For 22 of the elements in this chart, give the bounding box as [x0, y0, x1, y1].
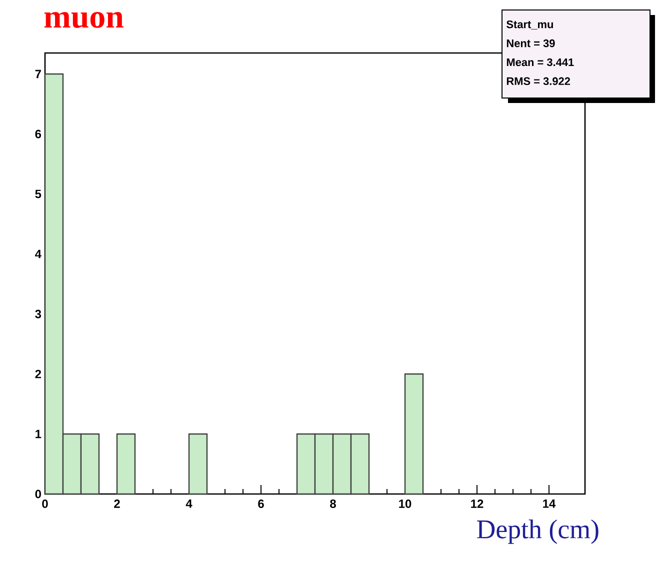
text: Nent = 39	[506, 39, 555, 48]
x-tick-label: 8	[330, 500, 336, 508]
x-tick-label: 6	[258, 500, 264, 508]
y-tick-label: 1	[36, 430, 42, 438]
annotation: Mean = 3.441	[506, 58, 574, 66]
x-tick-label: 4	[186, 500, 192, 508]
chart-title: muon	[44, 12, 124, 28]
y-tick-label: 5	[35, 190, 42, 198]
y-tick-label: 3	[35, 310, 42, 318]
annotation: RMS = 3.922	[506, 77, 570, 86]
x-tick-label: 14	[543, 500, 556, 508]
text: Start_mu	[506, 20, 553, 30]
y-tick-label: 7	[35, 70, 41, 78]
y-tick-label: 2	[35, 370, 42, 378]
x-tick-label: 12	[471, 500, 484, 508]
y-tick-label: 0	[35, 490, 41, 498]
y-tick-label: 4	[35, 250, 42, 258]
y-tick-label: 6	[35, 130, 42, 138]
x-tick-label: 0	[42, 500, 48, 508]
x-tick-label: 10	[399, 500, 412, 508]
x-axis-title: Depth (cm)	[477, 520, 598, 544]
x-tick-label: 2	[114, 500, 120, 508]
